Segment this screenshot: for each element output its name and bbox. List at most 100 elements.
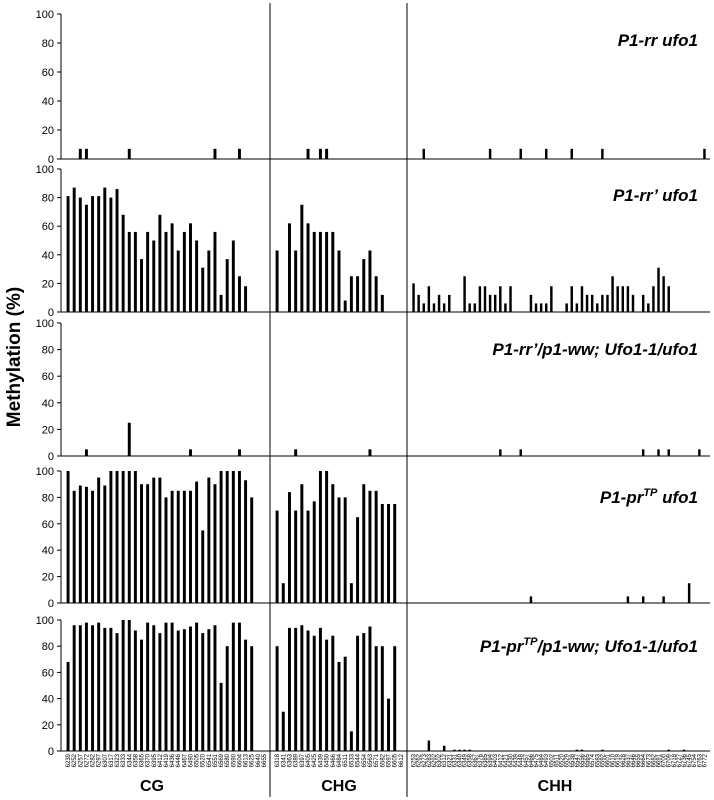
bar [667, 449, 670, 456]
bar [427, 286, 431, 312]
bar [287, 492, 291, 603]
bar [146, 622, 150, 751]
bar [127, 620, 131, 751]
bar [318, 627, 322, 751]
x-tick-label: 6425 [312, 753, 318, 767]
bar [115, 471, 119, 603]
bar [66, 196, 70, 312]
bar [170, 622, 174, 751]
bar [698, 449, 701, 456]
x-tick-label: 6640 [256, 753, 262, 767]
x-tick-labels: 6239 6252 6257 6272 6282 6297 6307 6317 6323 6333… [66, 753, 708, 767]
bar [225, 259, 229, 312]
bar [237, 148, 241, 159]
bar [453, 749, 456, 751]
bar [657, 267, 660, 312]
y-tick-label: 80 [42, 38, 54, 50]
bar [318, 231, 322, 312]
bar [331, 484, 335, 603]
y-tick-label: 60 [42, 221, 54, 233]
bar [78, 485, 82, 603]
bar [641, 294, 645, 312]
bar [534, 303, 538, 312]
bar [519, 148, 522, 159]
x-tick-label: 6450 [325, 753, 331, 767]
x-tick-label: 6709 [667, 753, 673, 767]
x-tick-label: 6655 [636, 753, 642, 767]
x-tick-label: 6397 [300, 753, 306, 767]
bar [287, 223, 291, 312]
bar [84, 622, 88, 751]
x-tick-label: 6682 [651, 753, 657, 767]
x-tick-label: 6565 [585, 753, 591, 767]
x-tick-label: 6533 [349, 753, 355, 767]
x-tick-label: 6580 [225, 753, 231, 767]
x-tick-label: 6673 [646, 753, 652, 767]
bar [374, 490, 378, 603]
x-tick-label: 6484 [337, 753, 343, 767]
y-tick-label: 20 [42, 278, 54, 290]
x-tick-label: 6745 [687, 753, 693, 767]
x-tick-label: 6544 [356, 753, 362, 767]
x-tick-label: 6727 [677, 753, 683, 767]
x-tick-label: 6385 [483, 753, 489, 767]
x-tick-label: 6448 [519, 753, 525, 767]
bar [488, 148, 492, 159]
bar [621, 286, 625, 312]
x-tick-label: 6554 [362, 753, 368, 767]
bar [448, 294, 451, 312]
x-tick-label: 6563 [368, 753, 374, 767]
y-axis-label: Methylation (%) [4, 287, 25, 427]
x-tick-label: 6475 [534, 753, 540, 767]
bar [306, 630, 310, 751]
x-tick-label: 6691 [657, 753, 663, 767]
bar [596, 303, 599, 312]
bar [195, 481, 199, 603]
bar [72, 490, 76, 603]
bar [647, 303, 650, 312]
x-tick-label: 6612 [399, 753, 405, 767]
y-tick-label: 100 [36, 615, 54, 627]
bar [189, 449, 192, 456]
bar [509, 286, 512, 312]
bar [306, 510, 310, 603]
x-tick-label: 6502 [549, 753, 555, 767]
x-tick-label: 6376 [478, 753, 484, 767]
bar [601, 294, 604, 312]
bar [422, 148, 425, 159]
bar [182, 629, 186, 751]
bar [207, 629, 211, 751]
bar [662, 596, 665, 603]
x-tick-label: 6358 [468, 753, 474, 767]
bar [91, 196, 95, 312]
x-tick-label: 6556 [580, 753, 586, 767]
bar [349, 731, 353, 751]
bar [182, 231, 186, 312]
x-tick-label: 6592 [600, 753, 606, 767]
y-tick-label: 80 [42, 345, 54, 357]
bar [140, 639, 143, 751]
bar [109, 627, 113, 751]
bar [237, 622, 241, 751]
x-tick-label: 6466 [529, 753, 535, 767]
bar [97, 477, 101, 603]
x-tick-label: 6344 [127, 753, 133, 767]
x-tick-label: 6257 [78, 753, 84, 767]
bar [237, 471, 241, 603]
bar [368, 490, 372, 603]
bar [127, 148, 131, 159]
x-tick-label: 6505 [195, 753, 201, 767]
bar [585, 294, 589, 312]
bar [380, 504, 384, 603]
bar [356, 635, 360, 751]
bar [631, 294, 635, 312]
bar [109, 197, 113, 312]
x-tick-label: 6395 [152, 753, 158, 767]
bar [164, 231, 168, 312]
bar [244, 286, 248, 312]
context-label-cg: CG [140, 778, 164, 795]
y-tick-label: 60 [42, 371, 54, 383]
x-tick-label: 6333 [121, 753, 127, 767]
bar [362, 633, 366, 751]
